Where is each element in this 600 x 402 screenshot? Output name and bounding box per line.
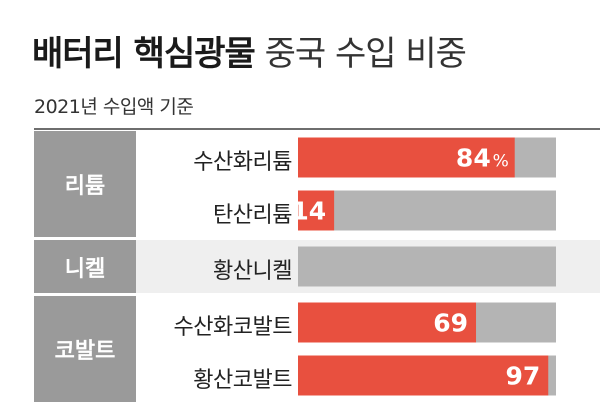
category-label: 탄산리튬	[213, 202, 292, 228]
chart-subtitle: 2021년 수입액 기준	[34, 96, 194, 118]
data-label: 14	[291, 197, 326, 226]
bar	[298, 190, 335, 231]
bar-track	[298, 246, 556, 287]
chart-title: 배터리 핵심광물 중국 수입 비중	[32, 26, 467, 75]
bar	[298, 302, 477, 343]
category-label: 황산코발트	[193, 367, 292, 393]
category-label: 수산화리튬	[193, 149, 292, 175]
bar	[298, 137, 515, 178]
chart-title-sub: 중국 수입 비중	[264, 34, 467, 74]
category-label: 황산니켈	[213, 258, 292, 284]
chart-title-main: 배터리 핵심광물	[32, 34, 256, 74]
data-label: 97	[505, 362, 540, 391]
group-label: 니켈	[34, 240, 136, 293]
bar-track	[298, 190, 556, 231]
category-label: 수산화코발트	[173, 314, 293, 340]
header-rule	[34, 128, 600, 130]
data-label: 84	[456, 144, 491, 173]
unit-label: %	[493, 152, 509, 172]
group-label: 코발트	[34, 296, 136, 402]
group-separator	[34, 293, 600, 296]
group-separator	[34, 237, 600, 240]
bar	[298, 355, 549, 396]
group-label: 리튬	[34, 131, 136, 237]
data-label: 69	[433, 309, 468, 338]
